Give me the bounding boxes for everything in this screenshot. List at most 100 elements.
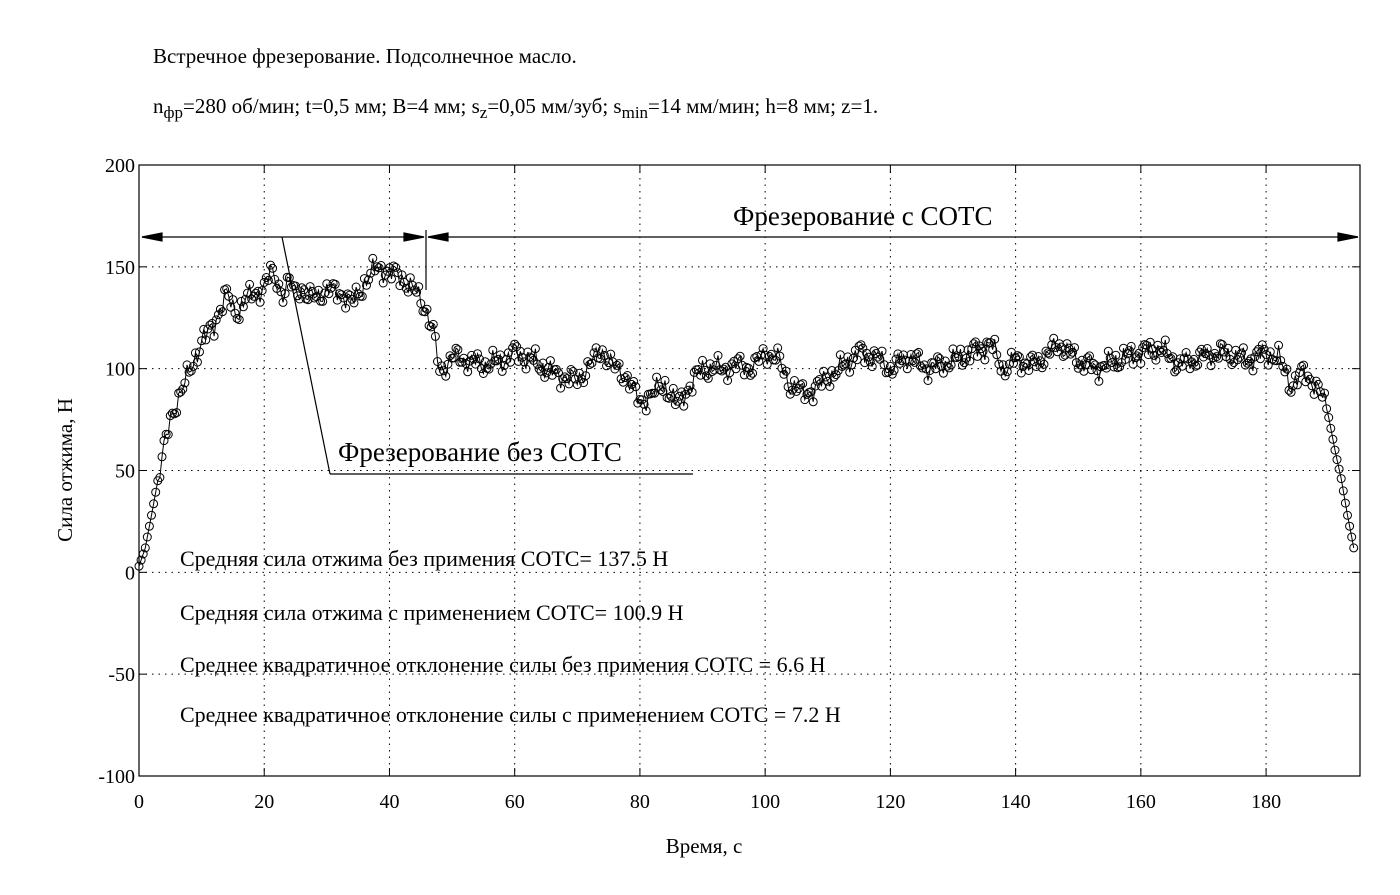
data-point-marker	[441, 371, 451, 381]
data-point-marker	[324, 289, 334, 299]
data-point-marker	[570, 374, 580, 384]
data-point-marker	[1235, 352, 1245, 362]
data-point-marker	[574, 368, 584, 378]
annotation-with-coolant: Фрезерование с СОТС	[733, 201, 993, 231]
data-point-marker	[1103, 346, 1113, 356]
chart-title: Встречное фрезерование. Подсолнечное мас…	[153, 44, 577, 68]
data-point-marker	[587, 358, 597, 368]
data-point-marker	[480, 357, 490, 367]
param-text: =0,05 мм/зуб; s	[487, 94, 622, 118]
data-point-marker	[1155, 346, 1165, 356]
data-point-marker	[1347, 532, 1357, 542]
x-tick-label: 80	[630, 791, 650, 813]
data-point-marker	[823, 376, 833, 386]
data-point-marker	[159, 436, 169, 446]
data-point-marker	[914, 347, 924, 357]
data-point-marker	[276, 287, 286, 297]
y-axis-label: Сила отжима, Н	[53, 398, 77, 542]
data-point-marker	[620, 373, 630, 382]
data-point-marker	[1191, 361, 1201, 371]
x-tick-label: 160	[1126, 791, 1156, 813]
data-point-marker	[305, 282, 315, 292]
data-point-marker	[701, 371, 711, 381]
data-point-marker	[163, 430, 173, 439]
data-point-marker	[746, 370, 755, 380]
data-point-marker	[652, 372, 662, 382]
data-point-marker	[341, 303, 351, 313]
data-point-marker	[259, 277, 269, 287]
data-point-marker	[1248, 366, 1258, 376]
data-point-marker	[591, 343, 601, 353]
data-point-marker	[140, 543, 150, 553]
data-point-marker	[944, 363, 954, 373]
data-point-marker	[136, 555, 146, 565]
data-point-marker	[629, 377, 639, 386]
data-point-marker	[852, 355, 862, 365]
data-point-marker	[1185, 364, 1195, 374]
data-point-marker	[197, 336, 207, 346]
data-point-marker	[715, 365, 725, 375]
data-point-marker	[1009, 358, 1018, 368]
data-point-marker	[583, 357, 593, 367]
data-point-marker	[218, 307, 227, 317]
data-point-marker	[399, 277, 409, 287]
data-point-marker	[766, 349, 776, 359]
data-point-marker	[865, 357, 875, 367]
data-series	[134, 253, 1359, 571]
data-point-marker	[908, 356, 918, 366]
data-point-marker	[1166, 353, 1176, 363]
data-point-marker	[1039, 359, 1049, 369]
data-point-marker	[1295, 368, 1304, 378]
data-point-marker	[641, 406, 651, 416]
data-point-marker	[1297, 361, 1307, 371]
data-point-marker	[558, 374, 568, 384]
data-point-marker	[1000, 371, 1010, 381]
data-point-marker	[199, 324, 209, 334]
data-point-marker	[426, 322, 436, 332]
data-point-marker	[781, 366, 791, 376]
data-point-marker	[359, 274, 369, 284]
data-point-marker	[703, 373, 713, 383]
data-point-marker	[195, 347, 204, 357]
data-point-marker	[453, 345, 463, 355]
data-point-marker	[775, 351, 785, 361]
data-point-marker	[789, 376, 799, 385]
data-point-marker	[1132, 351, 1142, 361]
x-axis-label: Время, с	[666, 834, 743, 858]
arrow-head	[141, 232, 163, 242]
data-point-marker	[1151, 355, 1161, 365]
arrow-head	[427, 232, 449, 242]
data-point-marker	[796, 380, 806, 390]
data-point-marker	[980, 355, 990, 365]
data-point-marker	[407, 280, 417, 290]
data-point-marker	[268, 263, 278, 273]
data-point-marker	[451, 343, 461, 353]
data-point-marker	[683, 385, 693, 395]
data-point-marker	[439, 366, 449, 376]
data-point-marker	[414, 282, 424, 292]
data-point-marker	[542, 368, 552, 378]
data-point-marker	[1237, 348, 1246, 358]
data-point-marker	[841, 359, 851, 369]
data-point-marker	[713, 351, 723, 360]
data-point-marker	[758, 344, 768, 354]
data-point-marker	[952, 353, 962, 363]
data-point-marker	[1120, 355, 1130, 364]
data-point-marker	[889, 365, 899, 375]
data-point-marker	[521, 364, 531, 374]
data-point-marker	[1170, 367, 1180, 377]
data-point-marker	[364, 275, 374, 285]
data-point-marker	[176, 387, 186, 397]
data-point-marker	[430, 331, 440, 341]
data-point-marker	[938, 368, 948, 378]
data-point-marker	[933, 352, 943, 362]
param-text: n	[153, 94, 164, 118]
data-point-marker	[1157, 348, 1166, 357]
data-point-marker	[1299, 360, 1309, 370]
data-point-marker	[1336, 474, 1346, 484]
data-point-marker	[847, 360, 857, 370]
data-point-marker	[1305, 374, 1315, 384]
data-point-marker	[280, 289, 290, 299]
data-point-marker	[1085, 351, 1094, 361]
data-point-marker	[1024, 366, 1034, 375]
